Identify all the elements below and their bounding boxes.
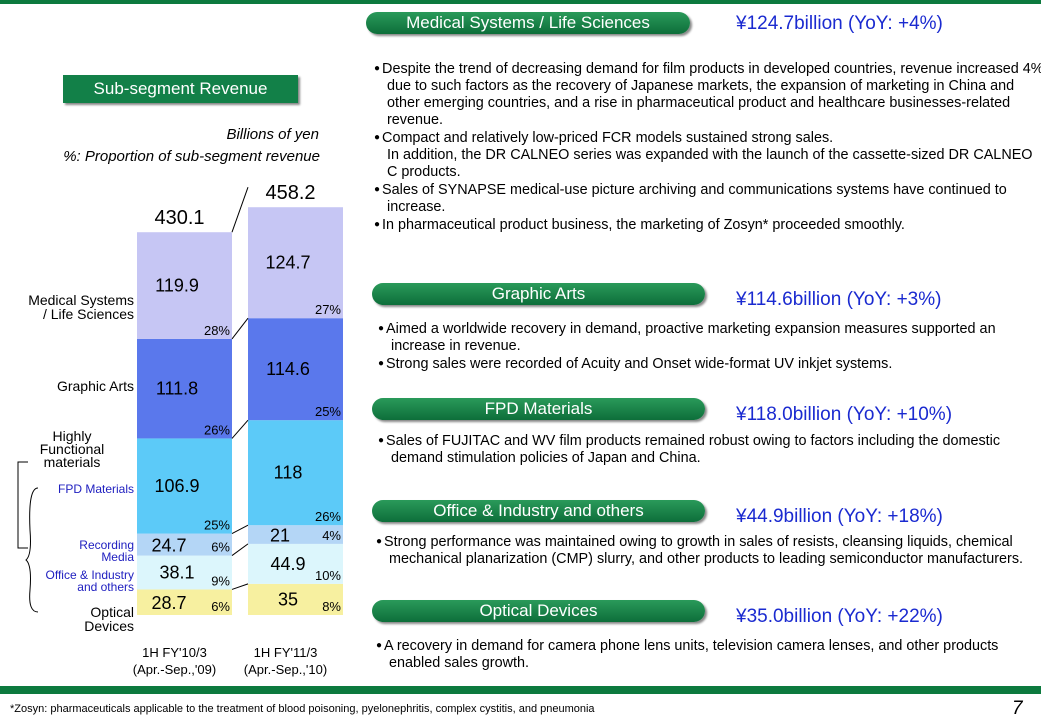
bullet: A recovery in demand for camera phone le… [376,637,1041,672]
connector [231,524,249,535]
bar-segment [137,232,232,339]
share-label: 6% [211,540,230,555]
section-title: Medical Systems / Life Sciences [366,12,690,34]
bullet-list: Sales of FUJITAC and WV film products re… [378,432,1041,467]
connector [231,583,249,590]
chart-title: Sub-segment Revenue [63,75,298,103]
group-label: Highly Functional materials [39,428,105,470]
top-rule [0,0,1041,4]
bar-segment [137,438,232,534]
value-label: 24.7 [151,536,186,556]
section-title: Office & Industry and others [372,500,705,522]
share-label: 28% [204,323,230,338]
share-label: 10% [315,568,341,583]
section-title: Optical Devices [372,600,705,622]
bullet: Compact and relatively low-priced FCR mo… [374,129,1041,181]
bottom-rule [0,686,1041,694]
value-label: 114.6 [266,359,310,379]
value-label: 28.7 [151,593,186,613]
bullet-list: A recovery in demand for camera phone le… [376,637,1041,672]
bullet: Aimed a worldwide recovery in demand, pr… [378,320,1041,355]
value-label: 38.1 [159,563,194,583]
value-label: 35 [278,589,298,609]
share-label: 4% [322,528,341,543]
value-label: 118 [274,463,303,483]
bullet: In pharmaceutical product business, the … [374,216,1041,234]
section-title: Graphic Arts [372,283,705,305]
bullet: Sales of SYNAPSE medical-use picture arc… [374,181,1041,216]
share-label: 8% [322,599,341,614]
share-note: %: Proportion of sub-segment revenue [63,148,320,165]
bar-segment [248,207,343,319]
share-label: 25% [315,404,341,419]
bar-segment [137,338,232,439]
footnote: *Zosyn: pharmaceuticals applicable to th… [10,703,595,715]
bullet: Strong sales were recorded of Acuity and… [378,355,1041,373]
connector [231,543,249,556]
bar-segment [137,589,232,615]
bullet-list: Aimed a worldwide recovery in demand, pr… [378,320,1041,373]
legend-label: Medical Systems / Life Sciences [28,292,134,322]
bar-segment [248,318,343,421]
bar-segment [137,533,232,556]
bullet: Despite the trend of decreasing demand f… [374,60,1041,129]
value-label: 119.9 [155,276,199,296]
share-label: 9% [211,573,230,588]
bar-segment [248,543,343,584]
connector [231,187,249,233]
x-tick-sublabel: (Apr.-Sep.,'10) [244,662,327,677]
value-label: 21 [270,526,290,546]
connector [231,317,249,340]
share-label: 27% [315,302,341,317]
brace [17,461,39,613]
x-tick-label: 1H FY'11/3 [254,645,318,660]
bullet-list: Strong performance was maintained owing … [376,533,1041,568]
section-title: FPD Materials [372,398,705,420]
share-label: 25% [204,518,230,533]
value-label: 44.9 [270,554,305,574]
legend-label: FPD Materials [57,482,134,496]
share-label: 26% [315,509,341,524]
page-number: 7 [1012,698,1023,719]
section-headline: ¥114.6billion (YoY: +3%) [736,289,942,310]
bar-segment [248,420,343,526]
section-headline: ¥124.7billion (YoY: +4%) [736,13,943,34]
value-label: 124.7 [265,253,310,273]
section-headline: ¥35.0billion (YoY: +22%) [736,606,943,627]
legend-label: Recording Media [79,538,134,564]
total-label: 458.2 [265,182,315,204]
bar-segment [248,583,343,615]
unit-note: Billions of yen [226,126,319,143]
legend-label: Optical Devices [84,604,134,634]
legend-label: Graphic Arts [56,378,134,394]
connector [231,419,249,439]
x-tick-sublabel: (Apr.-Sep.,'09) [133,662,216,677]
bullet-list: Despite the trend of decreasing demand f… [374,60,1041,234]
bullet: Sales of FUJITAC and WV film products re… [378,432,1041,467]
section-headline: ¥44.9billion (YoY: +18%) [736,506,943,527]
share-label: 6% [211,599,230,614]
x-tick-label: 1H FY'10/3 [142,645,207,660]
bar-segment [248,525,343,544]
legend-label: Office & Industry and others [45,568,134,594]
value-label: 106.9 [154,476,199,496]
bullet: Strong performance was maintained owing … [376,533,1041,568]
total-label: 430.1 [154,207,204,229]
value-label: 111.8 [156,379,198,399]
share-label: 26% [204,422,230,437]
bar-segment [137,555,232,590]
section-headline: ¥118.0billion (YoY: +10%) [736,404,953,425]
